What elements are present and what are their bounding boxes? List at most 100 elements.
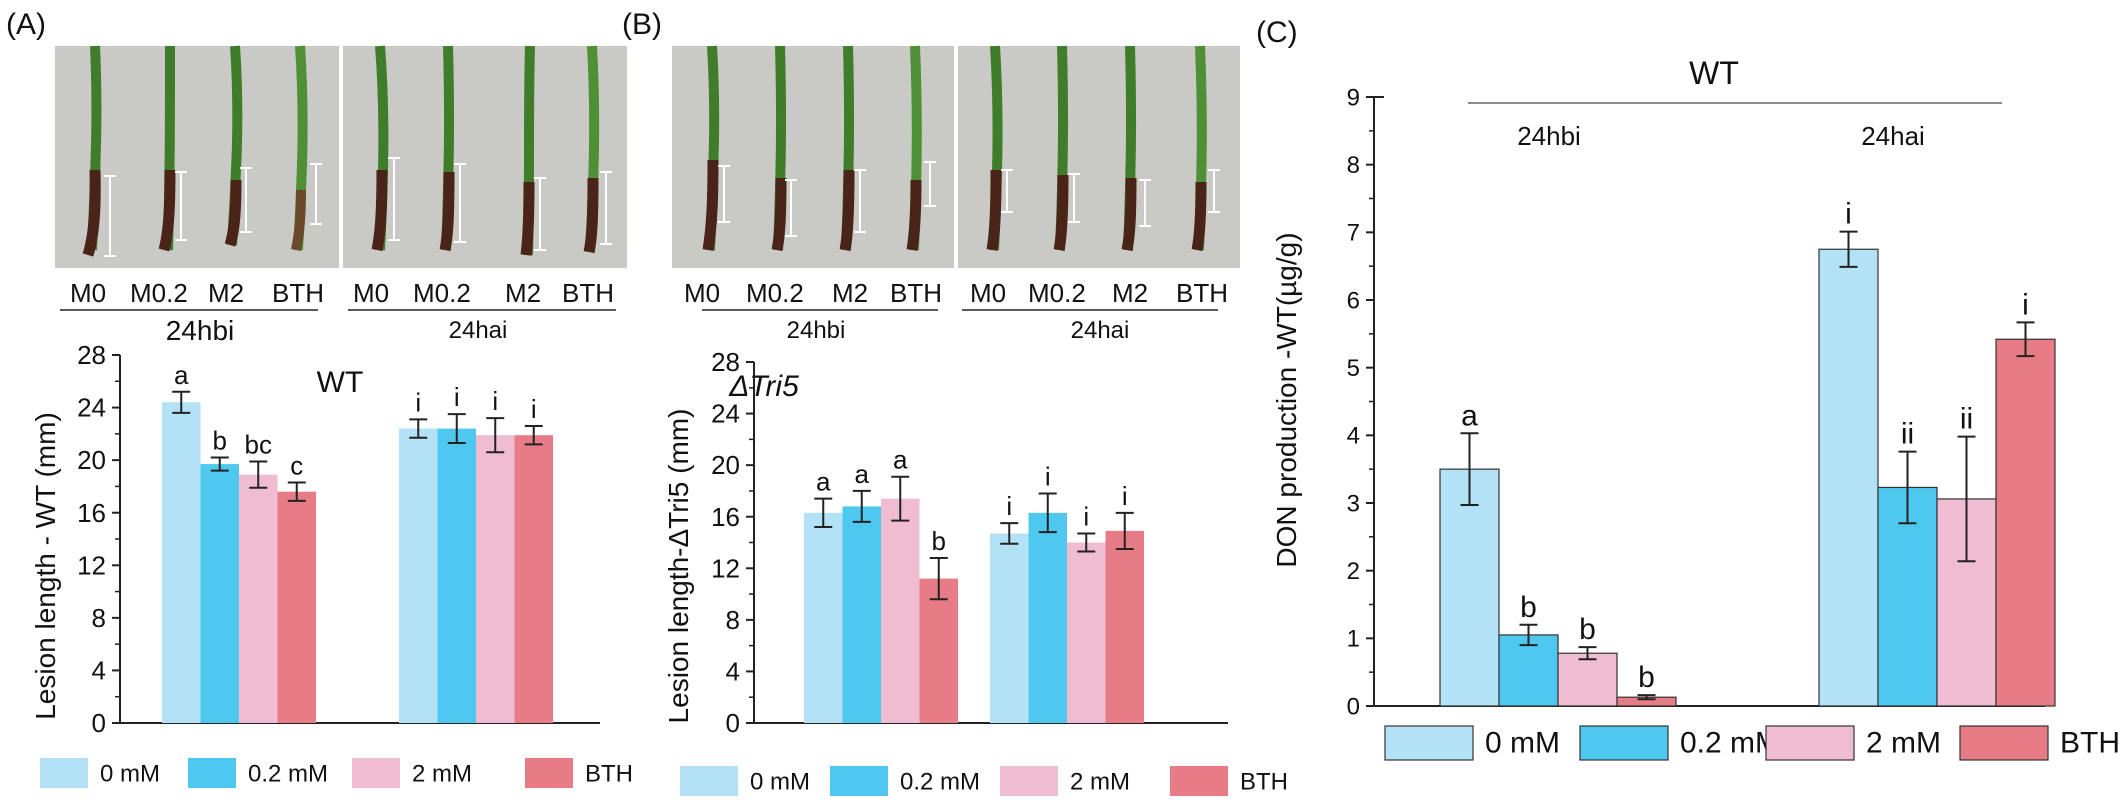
y-tick-label: 12: [711, 553, 740, 583]
legend-label: 2 mM: [412, 760, 472, 787]
significance-letter: i: [492, 386, 498, 416]
chart-a-title: WT: [317, 366, 364, 399]
significance-letter: a: [174, 360, 189, 390]
y-tick-label: 0: [726, 708, 740, 738]
photo-b-label-7: M2: [1112, 278, 1148, 308]
bar: [239, 474, 278, 723]
photo-b-label-6: M0.2: [1028, 278, 1086, 308]
y-tick-label: 20: [77, 445, 106, 475]
y-tick-label: 28: [77, 340, 106, 370]
legend-swatch: [1765, 725, 1855, 761]
bar: [1439, 468, 1500, 707]
bar: [1105, 530, 1144, 723]
legend-label: 0.2 mM: [900, 768, 980, 795]
significance-letter: i: [415, 387, 421, 417]
y-tick-label: 4: [1347, 423, 1360, 450]
legend-swatch: [188, 758, 236, 788]
legend-b: 0 mM 0.2 mM 2 mM BTH: [680, 766, 1288, 796]
y-tick-label: 4: [92, 656, 106, 686]
photo-panel-b: M0 M0.2 M2 BTH M0 M0.2 M2 BTH 24hbi 24ha…: [672, 45, 1240, 344]
legend-swatch: [1170, 766, 1228, 796]
chart-c-title: WT: [1689, 55, 1739, 91]
y-tick-label: 5: [1347, 355, 1360, 382]
legend-label: 0.2 mM: [1680, 727, 1780, 760]
significance-letter: b: [1638, 661, 1655, 694]
y-tick-label: 6: [1347, 287, 1360, 314]
chart-a-ylabel: Lesion length - WT (mm): [30, 412, 61, 720]
photo-a-label-8: BTH: [562, 278, 614, 308]
legend-swatch: [40, 758, 88, 788]
y-tick-label: 1: [1347, 626, 1360, 653]
y-tick-label: 2: [1347, 558, 1360, 585]
photo-b-left: [672, 46, 954, 268]
significance-letter: a: [1461, 399, 1478, 432]
photo-b-label-3: M2: [832, 278, 868, 308]
significance-letter: b: [1520, 591, 1537, 624]
significance-letter: i: [1845, 198, 1852, 231]
significance-letter: i: [1083, 501, 1089, 531]
significance-letter: i: [1045, 462, 1051, 492]
y-tick-label: 8: [92, 603, 106, 633]
legend-a: 0 mM 0.2 mM 2 mM BTH: [40, 758, 633, 788]
y-tick-label: 8: [1347, 152, 1360, 179]
significance-letter: c: [290, 450, 303, 480]
seedling-stems-a: [82, 45, 600, 257]
legend-label: 0.2 mM: [248, 760, 328, 787]
photo-a-left: [55, 46, 339, 268]
y-tick-label: 9: [1347, 84, 1360, 111]
y-tick-label: 16: [711, 502, 740, 532]
y-tick-label: 28: [711, 347, 740, 377]
significance-letter: a: [855, 459, 870, 489]
y-tick-label: 20: [711, 450, 740, 480]
lesion-scale-bars-a: [104, 157, 612, 257]
significance-letter: ii: [1901, 418, 1914, 451]
y-tick-label: 0: [92, 708, 106, 738]
bar: [1557, 652, 1618, 707]
legend-swatch: [525, 758, 573, 788]
significance-letter: a: [893, 445, 908, 475]
y-tick-label: 24: [77, 393, 106, 423]
y-tick-label: 3: [1347, 490, 1360, 517]
group-label: 24hbi: [1517, 121, 1581, 151]
y-tick-label: 0: [1347, 693, 1360, 720]
significance-letter: i: [531, 394, 537, 424]
photo-a-label-1: M0: [70, 278, 106, 308]
y-tick-label: 24: [711, 399, 740, 429]
legend-swatch: [680, 766, 738, 796]
chart-c: WT DON production -WT(µg/g) 0 1 2 3 4 5 6 7 8 9 24…: [1271, 55, 2056, 720]
photo-b-label-4: BTH: [890, 278, 942, 308]
chart-a: WT Lesion length - WT (mm) 0 4 8 12 16 20 24 28…: [30, 340, 600, 738]
panel-label-b: (B): [622, 8, 662, 41]
y-tick-label: 12: [77, 550, 106, 580]
chart-b: ΔTri5 Lesion length-ΔTri5 (mm) 0 4 8 12 16 20…: [663, 347, 1228, 738]
chart-b-ylabel: Lesion length-ΔTri5 (mm): [663, 409, 694, 724]
legend-c: 0 mM 0.2 mM 2 mM BTH: [1384, 725, 2120, 761]
legend-label: BTH: [2060, 727, 2120, 760]
legend-swatch: [1000, 766, 1058, 796]
bar: [1498, 634, 1559, 707]
bar: [514, 435, 553, 723]
panel-label-c: (C): [1256, 16, 1298, 49]
significance-letter: i: [1122, 481, 1128, 511]
photo-a-label-4: BTH: [272, 278, 324, 308]
legend-swatch: [1384, 725, 1474, 761]
photo-a-group-left: 24hbi: [166, 315, 235, 346]
significance-letter: bc: [245, 429, 272, 459]
significance-letter: i: [454, 382, 460, 412]
legend-label: 2 mM: [1070, 768, 1130, 795]
seedling-stems-b: [702, 45, 1207, 252]
legend-label: 0 mM: [750, 768, 810, 795]
bar: [1028, 512, 1067, 723]
legend-label: BTH: [585, 760, 633, 787]
photo-b-label-5: M0: [970, 278, 1006, 308]
photo-panel-a: M0 M0.2 M2 BTH M0 M0.2 M2 BTH 24hbi 24ha…: [55, 45, 627, 346]
photo-b-label-2: M0.2: [746, 278, 804, 308]
legend-label: 0 mM: [100, 760, 160, 787]
y-tick-label: 16: [77, 498, 106, 528]
y-tick-label: 8: [726, 605, 740, 635]
chart-c-ylabel: DON production -WT(µg/g): [1271, 232, 1302, 567]
bar: [842, 506, 881, 723]
photo-a-label-7: M2: [505, 278, 541, 308]
chart-b-title: ΔTri5: [728, 370, 799, 403]
group-label: 24hai: [1861, 121, 1925, 151]
